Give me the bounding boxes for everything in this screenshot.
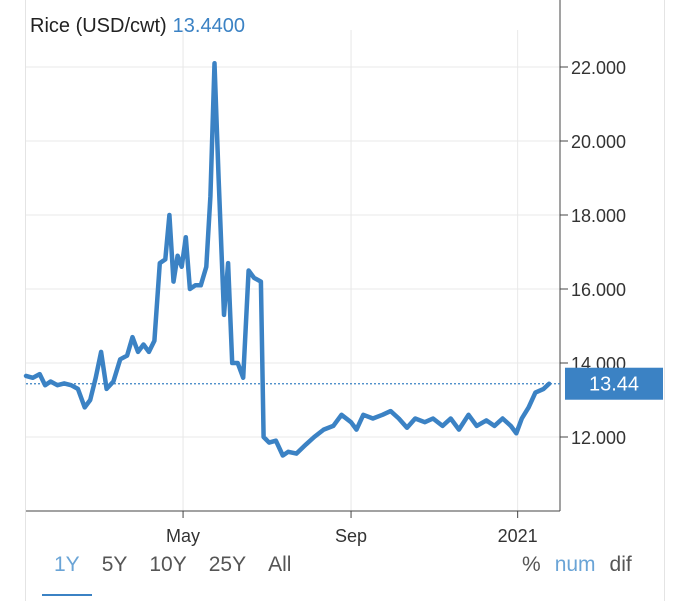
axes — [26, 0, 568, 518]
range-button-10y[interactable]: 10Y — [149, 553, 187, 576]
mode-button-dif[interactable]: dif — [609, 553, 632, 576]
mode-selector: % num dif — [508, 553, 632, 577]
mode-button-percent[interactable]: % — [522, 553, 541, 576]
chart-title-text: Rice (USD/cwt) — [30, 15, 167, 37]
range-selector: 1Y 5Y 10Y 25Y All — [54, 553, 313, 577]
active-range-underline — [42, 594, 92, 596]
y-tick-label: 12.000 — [571, 428, 626, 448]
x-tick-label: 2021 — [498, 526, 538, 546]
series-line-rice — [23, 61, 552, 458]
y-tick-label: 18.000 — [571, 206, 626, 226]
range-button-all[interactable]: All — [268, 553, 292, 576]
grid-lines — [26, 30, 560, 511]
chart-frame — [25, 0, 665, 601]
current-value: 13.4400 — [172, 15, 245, 37]
y-tick-label: 20.000 — [571, 132, 626, 152]
y-tick-label: 22.000 — [571, 58, 626, 78]
last-value-badge: 13.44 — [565, 367, 663, 400]
last-value-badge-bg — [565, 367, 663, 400]
range-button-5y[interactable]: 5Y — [101, 553, 128, 576]
x-tick-labels: May Sep 2021 — [166, 526, 538, 546]
range-button-1y[interactable]: 1Y — [54, 553, 80, 576]
mode-button-num[interactable]: num — [554, 553, 596, 576]
x-tick-label: Sep — [335, 526, 367, 546]
last-value-badge-text: 13.44 — [589, 374, 639, 396]
chart-title: Rice (USD/cwt) 13.4400 — [30, 15, 245, 38]
y-tick-label: 16.000 — [571, 280, 626, 300]
range-button-25y[interactable]: 25Y — [208, 553, 247, 576]
x-tick-label: May — [166, 526, 200, 546]
